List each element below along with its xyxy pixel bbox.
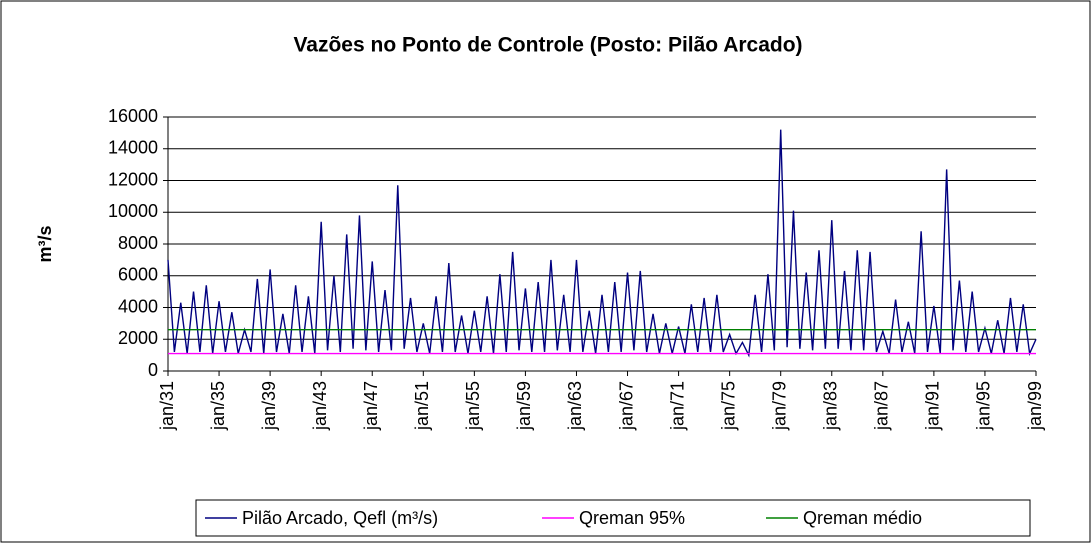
y-tick-label: 0 bbox=[148, 360, 158, 380]
x-tick-label: jan/55 bbox=[463, 381, 483, 431]
x-tick-label: jan/95 bbox=[974, 381, 994, 431]
x-tick-label: jan/75 bbox=[718, 381, 738, 431]
y-tick-label: 14000 bbox=[108, 138, 158, 158]
x-tick-label: jan/79 bbox=[769, 381, 789, 431]
x-tick-label: jan/43 bbox=[310, 381, 330, 431]
x-tick-label: jan/47 bbox=[361, 381, 381, 431]
x-tick-label: jan/87 bbox=[872, 381, 892, 431]
legend-box bbox=[195, 499, 1031, 537]
x-tick-label: jan/99 bbox=[1025, 381, 1045, 431]
x-tick-label: jan/31 bbox=[157, 381, 177, 431]
x-tick-label: jan/59 bbox=[514, 381, 534, 431]
y-tick-label: 12000 bbox=[108, 169, 158, 189]
y-tick-label: 10000 bbox=[108, 201, 158, 221]
legend-label: Qreman 95% bbox=[579, 508, 685, 528]
legend-label: Pilão Arcado, Qefl (m³/s) bbox=[242, 508, 438, 528]
series-line bbox=[167, 129, 1037, 358]
y-tick-label: 4000 bbox=[118, 296, 158, 316]
y-tick-label: 2000 bbox=[118, 328, 158, 348]
legend-label: Qreman médio bbox=[803, 508, 922, 528]
y-tick-label: 8000 bbox=[118, 233, 158, 253]
x-tick-label: jan/83 bbox=[821, 381, 841, 431]
chart-title: Vazões no Ponto de Controle (Posto: Pilã… bbox=[293, 34, 802, 57]
x-tick-label: jan/39 bbox=[259, 381, 279, 431]
x-tick-label: jan/67 bbox=[616, 381, 636, 431]
x-tick-label: jan/71 bbox=[667, 381, 687, 431]
y-tick-label: 6000 bbox=[118, 265, 158, 285]
y-tick-label: 16000 bbox=[108, 106, 158, 126]
y-axis-label: m³/s bbox=[35, 225, 55, 262]
x-tick-label: jan/63 bbox=[565, 381, 585, 431]
x-tick-label: jan/35 bbox=[208, 381, 228, 431]
x-tick-label: jan/91 bbox=[923, 381, 943, 431]
x-tick-label: jan/51 bbox=[412, 381, 432, 431]
